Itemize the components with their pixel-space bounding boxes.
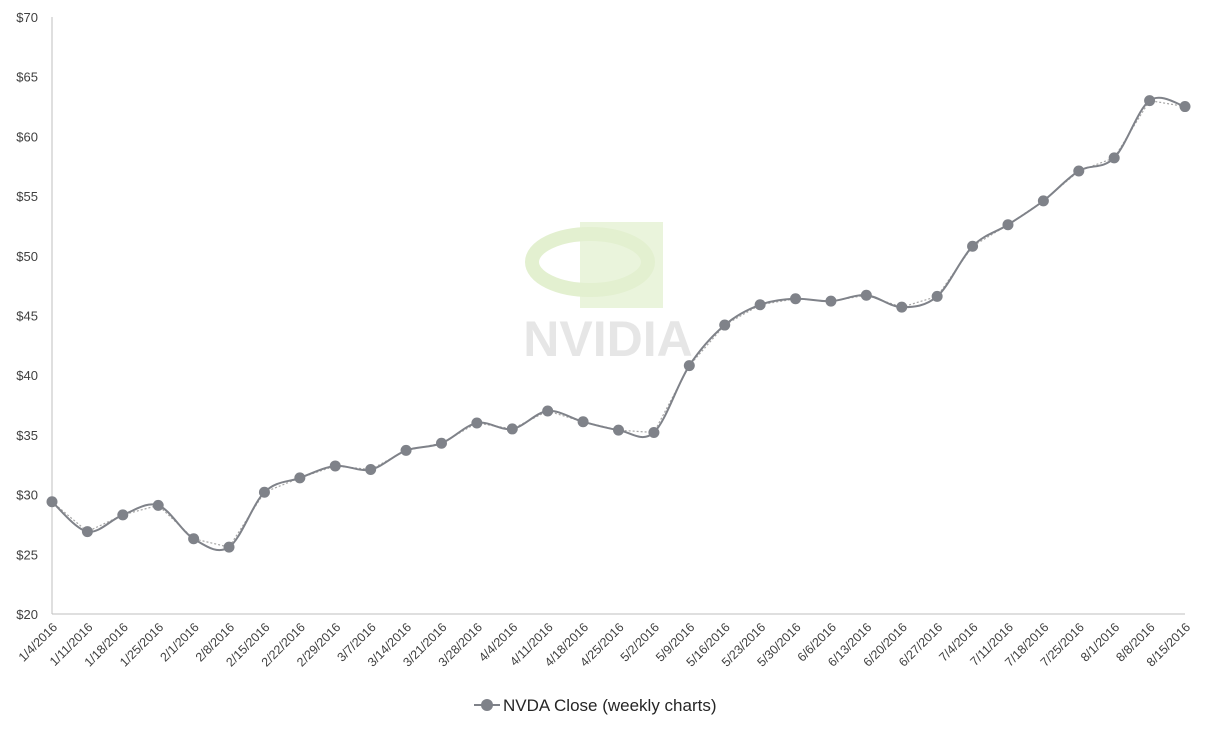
y-tick-label: $35 bbox=[16, 428, 38, 443]
y-tick-label: $30 bbox=[16, 488, 38, 503]
y-tick-label: $45 bbox=[16, 309, 38, 324]
y-tick-label: $50 bbox=[16, 249, 38, 264]
series-layer bbox=[46, 95, 1191, 553]
data-point bbox=[896, 301, 908, 313]
data-point bbox=[1179, 101, 1191, 113]
watermark-text: NVIDIA bbox=[523, 311, 692, 367]
data-point bbox=[577, 416, 589, 428]
data-point bbox=[542, 405, 554, 417]
data-point bbox=[471, 417, 483, 429]
data-point bbox=[435, 437, 447, 449]
data-point bbox=[825, 295, 837, 307]
data-point bbox=[860, 289, 872, 301]
data-point bbox=[719, 319, 731, 331]
data-point bbox=[1037, 195, 1049, 207]
data-point bbox=[46, 496, 58, 508]
data-point bbox=[967, 240, 979, 252]
data-point bbox=[294, 472, 306, 484]
y-tick-label: $40 bbox=[16, 368, 38, 383]
y-axis-ticks: $20 $25 $30 $35 $40 $45 $50 $55 $60 $65 $70 bbox=[16, 10, 38, 622]
watermark-eye-icon bbox=[525, 227, 655, 297]
data-point bbox=[790, 293, 802, 305]
data-point bbox=[81, 526, 93, 538]
data-point bbox=[223, 541, 235, 553]
data-point bbox=[152, 499, 164, 511]
data-point bbox=[188, 533, 200, 545]
data-point bbox=[683, 360, 695, 372]
data-point bbox=[400, 444, 412, 456]
data-point bbox=[1002, 219, 1014, 231]
data-point bbox=[117, 509, 129, 521]
data-point bbox=[329, 460, 341, 472]
data-point bbox=[258, 486, 270, 498]
data-point bbox=[613, 424, 624, 436]
data-point bbox=[754, 299, 766, 311]
y-tick-label: $65 bbox=[16, 70, 38, 85]
legend: NVDA Close (weekly charts) bbox=[474, 696, 717, 715]
y-tick-label: $20 bbox=[16, 607, 38, 622]
data-point bbox=[648, 427, 660, 439]
data-point bbox=[1144, 95, 1156, 107]
legend-series-label: NVDA Close (weekly charts) bbox=[503, 696, 717, 715]
legend-marker-swatch bbox=[481, 699, 493, 711]
data-point bbox=[1108, 152, 1120, 164]
data-point bbox=[506, 423, 518, 435]
y-tick-label: $55 bbox=[16, 189, 38, 204]
data-point bbox=[1073, 165, 1085, 177]
data-point bbox=[931, 290, 943, 302]
nvidia-watermark: NVIDIA bbox=[523, 222, 693, 367]
data-point bbox=[365, 464, 377, 476]
y-tick-label: $70 bbox=[16, 10, 38, 25]
y-tick-label: $25 bbox=[16, 547, 38, 562]
x-axis-ticks: 1/4/20161/11/20161/18/20161/25/20162/1/2… bbox=[16, 620, 1193, 669]
y-tick-label: $60 bbox=[16, 129, 38, 144]
axes bbox=[51, 17, 1185, 615]
